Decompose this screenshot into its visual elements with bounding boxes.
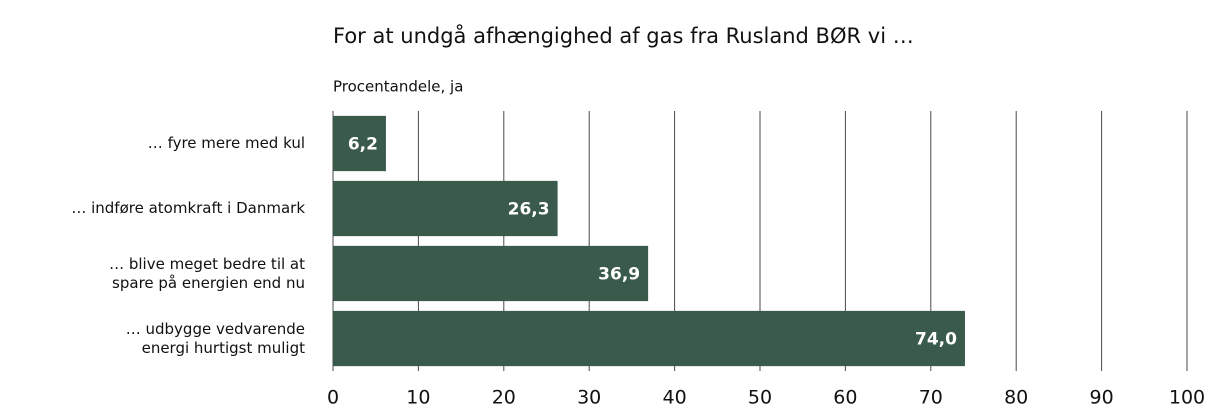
- y-tick-label: … indføre atomkraft i Danmark: [71, 199, 305, 217]
- value-label: 74,0: [915, 330, 957, 350]
- x-tick-label: 70: [919, 387, 943, 409]
- value-label: 6,2: [348, 135, 378, 155]
- bar: [333, 310, 965, 367]
- x-tick-label: 30: [577, 387, 601, 409]
- x-tick-label: 60: [833, 387, 857, 409]
- x-tick-label: 50: [748, 387, 772, 409]
- y-tick-label: … fyre mere med kul: [147, 134, 305, 152]
- x-tick-label: 40: [663, 387, 687, 409]
- bar: [333, 115, 386, 172]
- x-tick-label: 80: [1004, 387, 1028, 409]
- chart-title: For at undgå afhængighed af gas fra Rusl…: [333, 23, 914, 48]
- y-tick-label: … blive meget bedre til at spare på ener…: [109, 254, 305, 292]
- x-tick-label: 100: [1169, 387, 1205, 409]
- x-tick-label: 90: [1090, 387, 1114, 409]
- value-label: 36,9: [598, 265, 640, 285]
- bar: [333, 180, 558, 237]
- x-tick-label: 10: [406, 387, 430, 409]
- x-tick-label: 0: [327, 387, 339, 409]
- chart-subtitle: Procentandele, ja: [333, 78, 463, 96]
- bar: [333, 245, 649, 302]
- x-tick-label: 20: [492, 387, 516, 409]
- value-label: 26,3: [508, 200, 550, 220]
- y-tick-label: … udbygge vedvarende energi hurtigst mul…: [125, 319, 305, 357]
